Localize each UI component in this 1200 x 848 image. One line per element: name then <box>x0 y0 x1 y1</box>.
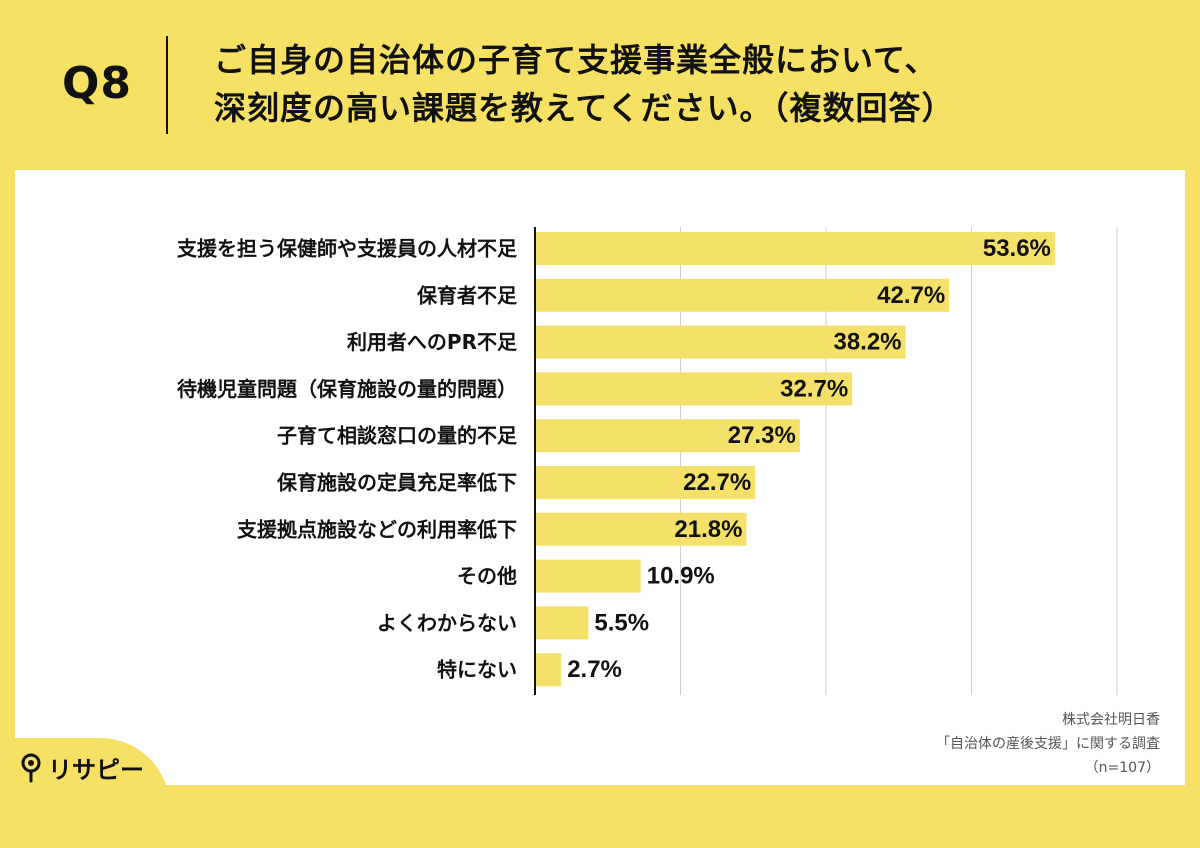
category-label-8: よくわからない <box>377 611 517 635</box>
category-label-4: 子育て相談窓口の量的不足 <box>277 424 518 448</box>
category-label-0: 支援を担う保健師や支援員の人材不足 <box>177 237 518 261</box>
value-label-5: 22.7% <box>683 469 751 496</box>
value-label-0: 53.6% <box>983 235 1051 262</box>
bar-0 <box>535 232 1055 265</box>
question-title: ご自身の自治体の子育て支援事業全般において、 深刻度の高い課題を教えてください。… <box>214 36 1174 132</box>
bar-2 <box>535 325 906 359</box>
value-label-7: 10.9% <box>647 563 715 590</box>
category-label-7: その他 <box>457 564 517 588</box>
brand-logo: リサピー <box>20 750 144 785</box>
source-sample-size: （n=107） <box>1084 760 1160 776</box>
value-label-6: 21.8% <box>674 516 742 543</box>
value-label-2: 38.2% <box>833 329 901 356</box>
pin-icon <box>21 753 41 782</box>
bar-9 <box>535 653 562 687</box>
bar-3 <box>535 372 853 406</box>
category-label-6: 支援拠点施設などの利用率低下 <box>237 517 517 541</box>
source-survey: 「自治体の産後支援」に関する調査 <box>936 736 1160 752</box>
bar-6 <box>535 512 747 546</box>
source-note: 株式会社明日香 「自治体の産後支援」に関する調査 （n=107） <box>936 708 1160 780</box>
value-label-1: 42.7% <box>877 282 945 309</box>
question-title-line-1: ご自身の自治体の子育て支援事業全般において、 <box>214 41 938 79</box>
brand-name: リサピー <box>48 756 144 784</box>
chart-panel: 支援を担う保健師や支援員の人材不足 53.6% 保育者不足 42.7% 利用者へのPR不… <box>15 170 1185 785</box>
category-label-9: 特にない <box>437 658 517 682</box>
category-label-5: 保育施設の定員充足率低下 <box>276 471 517 495</box>
bar-4 <box>535 419 800 453</box>
value-label-9: 2.7% <box>567 656 622 683</box>
bar-chart: 支援を担う保健師や支援員の人材不足 53.6% 保育者不足 42.7% 利用者へのPR不… <box>177 227 1118 695</box>
value-label-3: 32.7% <box>780 375 848 402</box>
value-label-8: 5.5% <box>594 609 649 636</box>
question-number: Q8 <box>62 58 133 109</box>
question-title-line-2: 深刻度の高い課題を教えてください。（複数回答） <box>214 89 955 127</box>
bar-1 <box>535 278 950 312</box>
category-label-1: 保育者不足 <box>416 283 518 307</box>
bar-8 <box>535 606 589 640</box>
header-divider <box>166 36 168 134</box>
source-company: 株式会社明日香 <box>1062 712 1160 728</box>
bar-7 <box>535 559 641 593</box>
value-label-4: 27.3% <box>728 422 796 449</box>
category-label-2: 利用者へのPR不足 <box>347 330 518 354</box>
category-label-3: 待機児童問題（保育施設の量的問題） <box>177 377 517 401</box>
bar-5 <box>535 466 756 499</box>
